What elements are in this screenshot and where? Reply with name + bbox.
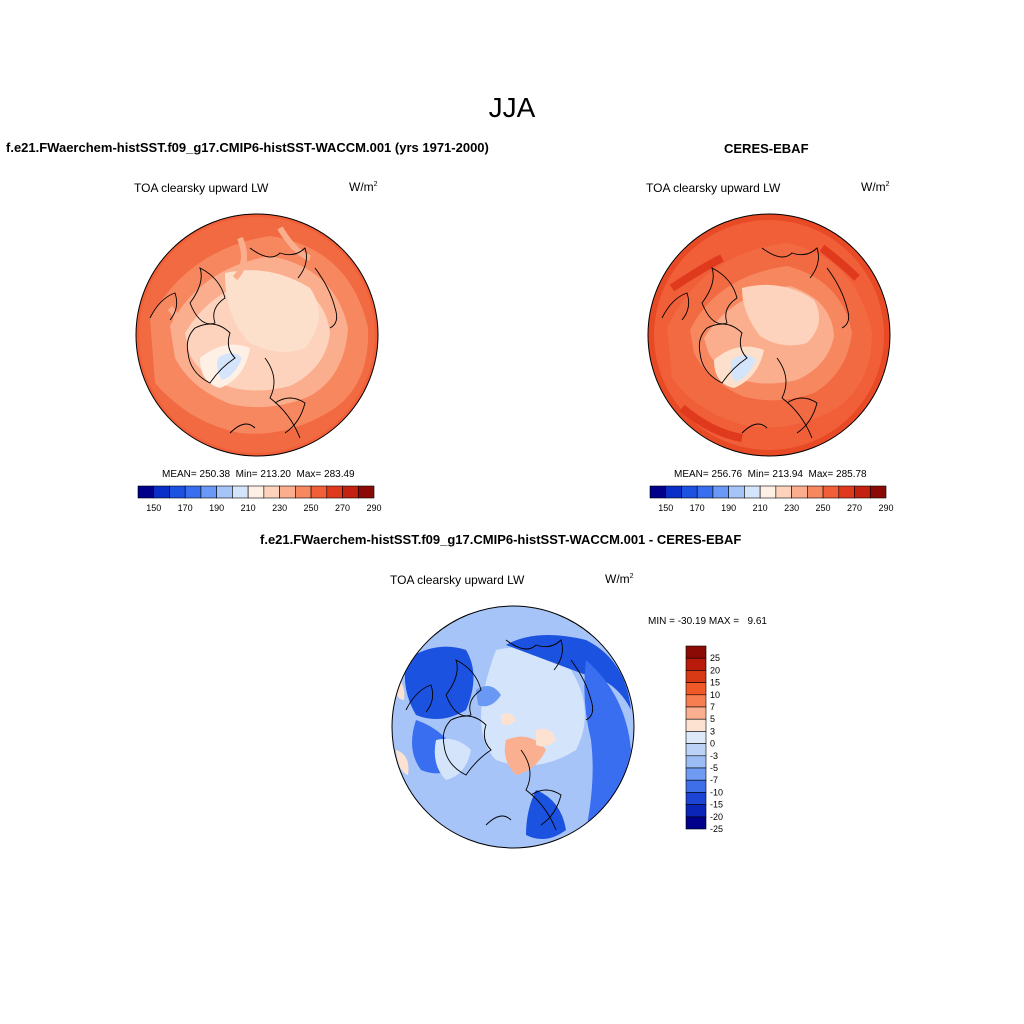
colorbar-swatch bbox=[822, 485, 840, 499]
panel-title-diff: f.e21.FWaerchem-histSST.f09_g17.CMIP6-hi… bbox=[260, 532, 742, 547]
colorbar-swatch bbox=[712, 485, 729, 499]
colorbar-tick-label: -7 bbox=[710, 775, 718, 785]
colorbar-swatch bbox=[744, 485, 761, 499]
stats-diff: MIN = -30.19 MAX = 9.61 bbox=[648, 616, 767, 627]
units-label-model: W/m2 bbox=[349, 180, 378, 194]
colorbar-tick-label: 25 bbox=[710, 653, 720, 663]
colorbar-swatch bbox=[685, 792, 707, 805]
main-title: JJA bbox=[488, 92, 536, 123]
colorbar-swatch bbox=[838, 485, 855, 499]
colorbar-obs: 150 170 190 210 230 250 270 290 bbox=[649, 485, 894, 513]
colorbar-swatch bbox=[685, 645, 707, 659]
colorbar-tick-label: 150 bbox=[658, 503, 673, 513]
colorbar-tick-label: 290 bbox=[366, 503, 381, 513]
variable-label-diff: TOA clearsky upward LW bbox=[390, 573, 525, 587]
colorbar-swatch bbox=[232, 485, 249, 499]
colorbar-swatch bbox=[791, 485, 808, 499]
colorbar-swatch bbox=[137, 485, 155, 499]
colorbar-tick-label: 270 bbox=[335, 503, 350, 513]
colorbar-swatch bbox=[685, 706, 707, 720]
colorbar-tick-label: 7 bbox=[710, 702, 715, 712]
colorbar-tick-label: 250 bbox=[816, 503, 831, 513]
polar-map-obs bbox=[647, 213, 891, 457]
colorbar-swatch bbox=[184, 485, 202, 499]
colorbar-swatch bbox=[247, 485, 265, 499]
polar-map-model bbox=[135, 213, 379, 457]
colorbar-swatch bbox=[696, 485, 714, 499]
colorbar-swatch bbox=[357, 485, 375, 499]
colorbar-swatch bbox=[854, 485, 871, 499]
colorbar-tick-label: 190 bbox=[721, 503, 736, 513]
colorbar-tick-label: -25 bbox=[710, 824, 723, 834]
colorbar-swatch bbox=[263, 485, 280, 499]
variable-label-model: TOA clearsky upward LW bbox=[134, 181, 269, 195]
colorbar-swatch bbox=[685, 682, 707, 696]
colorbar-swatch bbox=[685, 657, 707, 671]
colorbar-tick-label: -20 bbox=[710, 812, 723, 822]
colorbar-tick-label: 5 bbox=[710, 714, 715, 724]
panel-title-model: f.e21.FWaerchem-histSST.f09_g17.CMIP6-hi… bbox=[6, 140, 489, 155]
colorbar-tick-label: 230 bbox=[784, 503, 799, 513]
stats-model: MEAN= 250.38 Min= 213.20 Max= 283.49 bbox=[162, 469, 355, 480]
variable-label-obs: TOA clearsky upward LW bbox=[646, 181, 781, 195]
colorbar-swatch bbox=[728, 485, 745, 499]
colorbar-tick-label: -5 bbox=[710, 763, 718, 773]
colorbar-tick-label: 150 bbox=[146, 503, 161, 513]
colorbar-swatch bbox=[200, 485, 217, 499]
colorbar-tick-label: 170 bbox=[178, 503, 193, 513]
colorbar-swatch bbox=[685, 694, 707, 708]
colorbar-tick-label: -10 bbox=[710, 787, 723, 797]
colorbar-swatch bbox=[681, 485, 698, 499]
stats-obs: MEAN= 256.76 Min= 213.94 Max= 285.78 bbox=[674, 469, 867, 480]
colorbar-tick-label: 230 bbox=[272, 503, 287, 513]
colorbar-swatch bbox=[295, 485, 312, 499]
colorbar-tick-label: -15 bbox=[710, 800, 723, 810]
colorbar-swatch bbox=[326, 485, 343, 499]
colorbar-tick-label: 250 bbox=[304, 503, 319, 513]
units-label-diff: W/m2 bbox=[605, 572, 634, 586]
colorbar-swatch bbox=[807, 485, 824, 499]
colorbar-tick-label: 3 bbox=[710, 726, 715, 736]
polar-map-diff bbox=[391, 605, 635, 849]
colorbar-swatch bbox=[169, 485, 186, 499]
colorbar-swatch bbox=[685, 779, 707, 793]
units-label-obs: W/m2 bbox=[861, 180, 890, 194]
colorbar-model: 150 170 190 210 230 250 270 290 bbox=[137, 485, 382, 513]
colorbar-tick-label: 270 bbox=[847, 503, 862, 513]
colorbar-swatch bbox=[342, 485, 359, 499]
panel-title-obs: CERES-EBAF bbox=[724, 141, 809, 156]
colorbar-swatch bbox=[310, 485, 328, 499]
colorbar-tick-label: 10 bbox=[710, 690, 720, 700]
colorbar-swatch bbox=[685, 816, 707, 830]
colorbar-tick-label: 190 bbox=[209, 503, 224, 513]
colorbar-swatch bbox=[665, 485, 682, 499]
colorbar-tick-label: 170 bbox=[690, 503, 705, 513]
colorbar-swatch bbox=[685, 767, 707, 781]
colorbar-swatch bbox=[685, 755, 707, 769]
colorbar-swatch bbox=[685, 804, 707, 818]
colorbar-swatch bbox=[685, 670, 707, 683]
colorbar-tick-label: 15 bbox=[710, 678, 720, 688]
colorbar-swatch bbox=[153, 485, 170, 499]
colorbar-swatch bbox=[869, 485, 887, 499]
colorbar-swatch bbox=[216, 485, 233, 499]
colorbar-tick-label: -3 bbox=[710, 751, 718, 761]
colorbar-swatch bbox=[759, 485, 777, 499]
colorbar-swatch bbox=[279, 485, 296, 499]
colorbar-tick-label: 210 bbox=[241, 503, 256, 513]
colorbar-swatch bbox=[685, 731, 707, 744]
colorbar-tick-label: 0 bbox=[710, 739, 715, 749]
colorbar-swatch bbox=[685, 718, 707, 732]
colorbar-swatch bbox=[775, 485, 792, 499]
colorbar-tick-label: 210 bbox=[753, 503, 768, 513]
colorbar-tick-label: 290 bbox=[878, 503, 893, 513]
colorbar-swatch bbox=[649, 485, 667, 499]
colorbar-tick-label: 20 bbox=[710, 665, 720, 675]
colorbar-diff: 25 20 15 10 7 5 3 0 -3 -5 -7 -10 -15 -20 -25 bbox=[685, 645, 723, 834]
colorbar-swatch bbox=[685, 743, 707, 757]
